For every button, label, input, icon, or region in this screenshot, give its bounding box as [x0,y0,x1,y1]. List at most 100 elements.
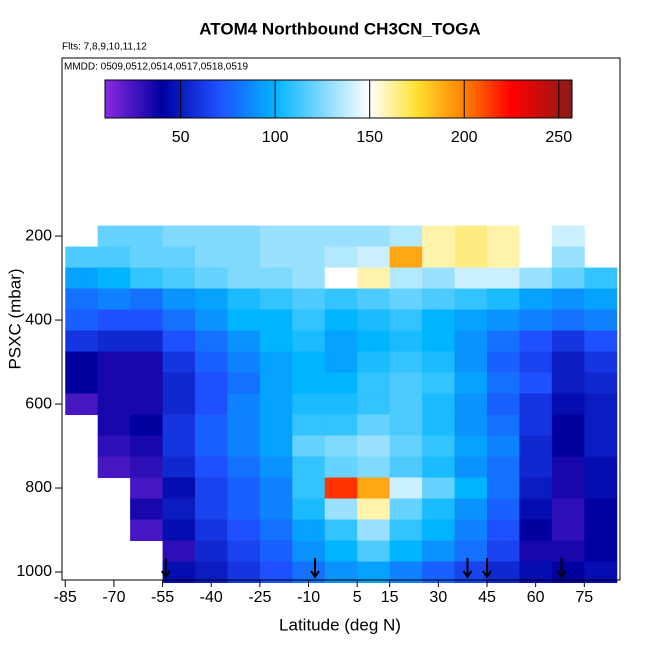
heat-cell [519,498,553,521]
heat-cell [130,225,164,248]
y-axis-label: PSXC (mbar) [5,268,24,369]
heat-cell [97,246,131,269]
heat-cell [97,330,131,353]
subtitle: Flts: 7,8,9,10,11,12 [62,42,147,53]
heat-cell [389,477,423,500]
heat-cell [259,435,293,458]
heat-cell [551,519,585,542]
heat-cell [584,309,618,332]
heat-cell [195,498,228,521]
heat-cell [551,414,585,437]
heat-cell [97,267,131,290]
heat-cell [422,519,456,542]
heat-cell [65,246,99,269]
heat-cell [130,477,164,500]
heat-cell [227,561,261,584]
heat-cell [130,330,164,353]
heat-cell [486,225,520,248]
heat-cell [422,456,456,479]
heat-cell [227,330,261,353]
heat-cell [195,225,228,248]
heat-cell [486,435,520,458]
heat-cell [292,288,326,311]
heat-cell [454,309,488,332]
heat-cell [357,393,391,416]
heat-cell [162,246,196,269]
heat-cell [357,267,391,290]
heat-cell [422,561,456,584]
heat-cell [195,435,228,458]
heat-cell [551,561,585,584]
colorbar-tick-label: 50 [172,129,190,146]
y-tick-label: 200 [25,227,52,244]
heat-cell [162,456,196,479]
x-tick-label: 5 [353,589,362,606]
heat-cell [454,498,488,521]
heat-cell [130,456,164,479]
colorbar-tick-label: 150 [356,129,383,146]
heat-cell [584,372,618,395]
heat-cell [486,309,520,332]
heat-cell [389,540,423,563]
heat-cell [97,288,131,311]
heat-cell [259,414,293,437]
heat-cell [551,498,585,521]
heat-cell [292,351,326,374]
heat-cell [389,561,423,584]
heat-cell [357,246,391,269]
heat-cell [486,330,520,353]
heat-cell [422,477,456,500]
x-axis-label: Latitude (deg N) [279,615,401,634]
heat-cell [227,267,261,290]
heat-cell [195,477,228,500]
heat-cell [551,330,585,353]
heat-cell [454,246,488,269]
heat-cell [389,309,423,332]
x-tick-label: 45 [478,589,496,606]
x-tick-label: -10 [297,589,320,606]
heat-cell [551,393,585,416]
heat-cell [130,351,164,374]
heat-cell [130,414,164,437]
heat-cell [454,267,488,290]
heat-cell [292,330,326,353]
heat-cell [227,225,261,248]
colorbar-tick-label: 200 [451,129,478,146]
heat-cell [357,498,391,521]
heat-cell [422,372,456,395]
heat-cell [227,414,261,437]
heat-cell [519,540,553,563]
heat-cell [259,372,293,395]
heat-cell [519,372,553,395]
heat-cell [584,498,618,521]
heat-cell [292,561,326,584]
heat-cell [422,330,456,353]
heat-cell [422,414,456,437]
heat-cell [227,372,261,395]
flight-arrow [482,558,492,579]
heat-cell [389,435,423,458]
heat-cell [227,477,261,500]
heat-cell [519,435,553,458]
heat-cell [422,498,456,521]
heat-cell [227,435,261,458]
x-tick-label: 30 [429,589,447,606]
heat-cell [292,225,326,248]
heat-cell [259,456,293,479]
heat-cell [324,246,358,269]
heat-cell [389,246,423,269]
heat-cell [130,393,164,416]
heat-cell [357,372,391,395]
heat-cell [259,561,293,584]
heat-cell [324,225,358,248]
heat-cell [259,309,293,332]
heat-cell [259,246,293,269]
heat-cell [162,477,196,500]
heat-cell [357,540,391,563]
heat-cell [259,330,293,353]
heat-cell [292,477,326,500]
heat-cell [162,393,196,416]
colorbar-tick-label: 100 [262,129,289,146]
heat-cell [486,561,520,584]
